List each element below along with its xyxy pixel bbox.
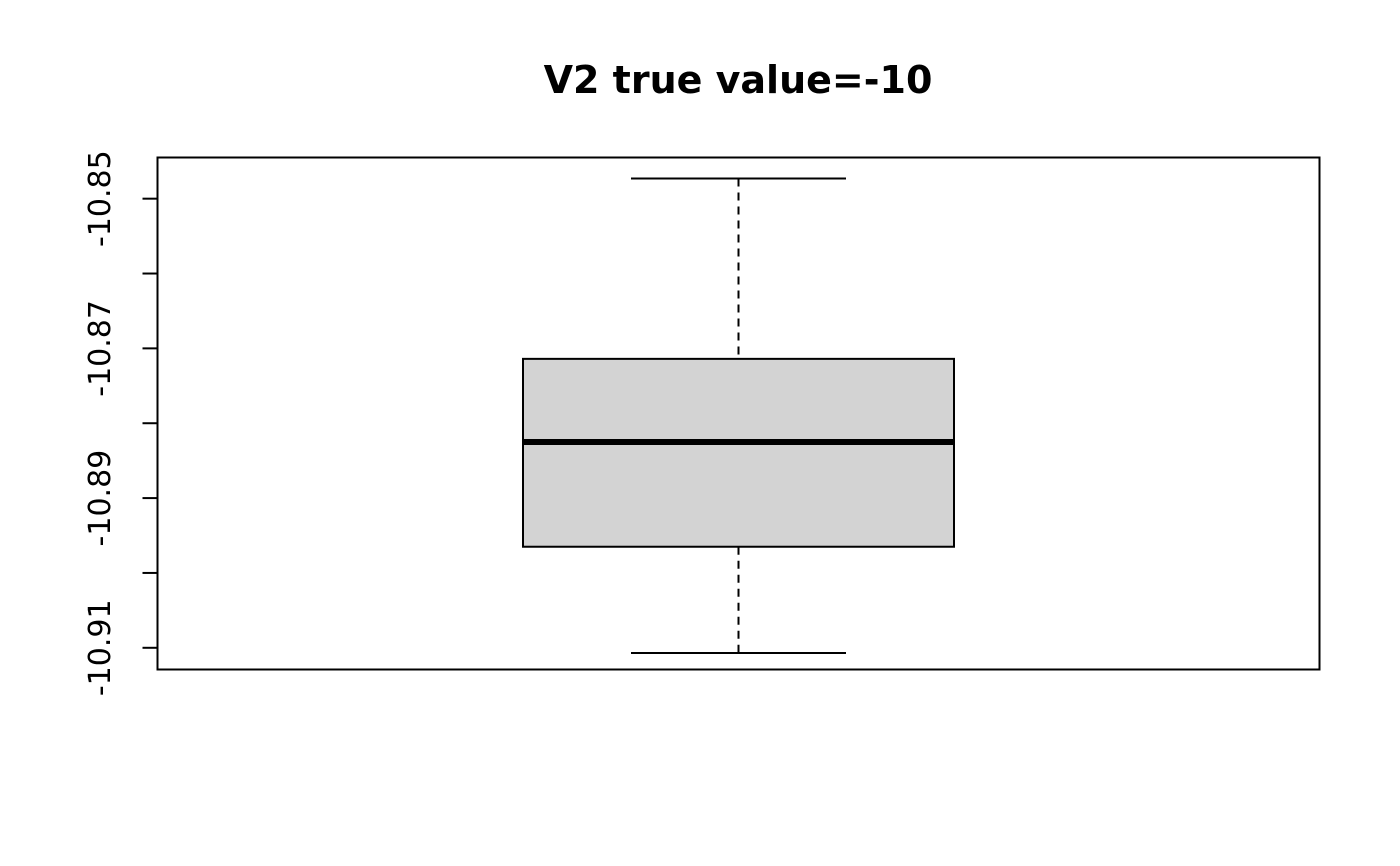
box-plot	[522, 177, 955, 655]
y-tick-label: -10.85	[83, 150, 118, 247]
y-tick-label: -10.91	[83, 599, 118, 696]
y-axis: -10.85 -10.87 -10.89 -10.91	[83, 150, 158, 696]
y-tick-label: -10.89	[83, 450, 118, 547]
interquartile-box	[522, 357, 955, 548]
y-tick-label: -10.87	[83, 300, 118, 397]
plot-frame	[156, 156, 1321, 671]
chart-title: V2 true value=-10	[544, 58, 933, 102]
